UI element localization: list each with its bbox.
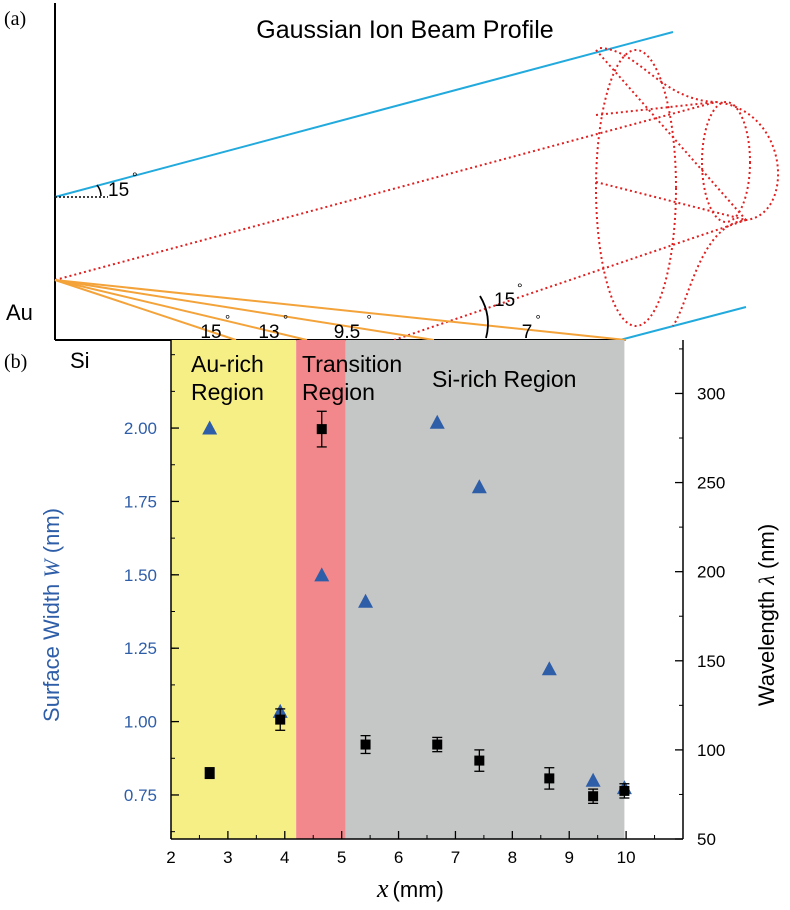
beam-lower-edge (619, 306, 747, 341)
incidence-angle-label: 7 (522, 322, 533, 343)
incidence-angle-degree: ° (225, 312, 230, 327)
region-label: Si-rich Region (432, 366, 576, 392)
region-label: Region (191, 379, 264, 405)
x-tick-label: 4 (280, 848, 289, 867)
region-band (171, 340, 297, 839)
panel-a-title: Gaussian Ion Beam Profile (256, 16, 553, 44)
angle-label-mid-degree: ° (517, 280, 523, 296)
x-tick-label: 10 (617, 848, 636, 867)
region-backgrounds (171, 340, 625, 839)
beam-cross-section-ellipse (595, 49, 677, 327)
y-axis-left-prefix: Surface Width (39, 578, 64, 722)
y-axis-right-title: Wavelength λ (nm) (754, 524, 779, 706)
x-tick-label: 9 (564, 848, 573, 867)
wavelength-point (204, 768, 215, 779)
surface-width-point (202, 420, 218, 435)
ray-9-5 (54, 279, 435, 341)
region-band (296, 340, 346, 839)
region-band (345, 340, 625, 839)
surface-width-point (358, 593, 374, 608)
x-axis-variable: x (376, 874, 389, 903)
x-axis-unit: (mm) (393, 877, 444, 902)
y-left-tick-label: 1.00 (124, 713, 157, 732)
surface-width-point (585, 772, 601, 787)
incidence-angle-label: 15 (200, 322, 221, 343)
material-label-au: Au (6, 300, 33, 325)
material-label-si: Si (70, 348, 90, 373)
x-axis-title: x (mm) (376, 874, 444, 903)
incidence-angle-label: 13 (258, 322, 279, 343)
region-label: Transition (302, 351, 402, 377)
angle-arc-top (96, 184, 102, 197)
y-axis-right-unit: (nm) (754, 524, 779, 575)
wavelength-point (619, 785, 630, 796)
wavelength-point (432, 739, 443, 750)
angle-label-mid: 15 (494, 290, 515, 311)
y-axis-left-title: Surface Width W (nm) (39, 508, 64, 722)
incidence-angle-degree: ° (536, 312, 541, 327)
beam-lower-dotted (393, 219, 747, 341)
y-axis-right-prefix: Wavelength (754, 585, 779, 706)
y-left-tick-label: 1.25 (124, 639, 157, 658)
chart-marks (202, 410, 632, 805)
region-label: Au-rich (191, 351, 264, 377)
wavelength-point (316, 424, 327, 435)
wavelength-point (474, 755, 485, 766)
y-left-tick-label: 1.50 (124, 566, 157, 585)
x-tick-label: 8 (508, 848, 517, 867)
x-tick-label: 3 (223, 848, 232, 867)
incidence-angle-degree: ° (283, 312, 288, 327)
y-axis-left-variable: W (39, 558, 64, 578)
y-right-tick-label: 100 (697, 741, 725, 760)
x-tick-label: 5 (337, 848, 346, 867)
panel-a: (a) Gaussian Ion Beam Profile 15 ° 15 ° … (4, 3, 780, 373)
y-axis-right-variable: λ (754, 575, 779, 586)
gaussian-profile-curve (599, 47, 780, 327)
beam-cross-dotted-1 (595, 49, 747, 221)
y-right-tick-label: 50 (697, 830, 716, 849)
y-right-tick-label: 250 (697, 474, 725, 493)
y-right-tick-label: 150 (697, 652, 725, 671)
panel-a-tag: (a) (4, 8, 26, 30)
beam-cross-dotted-2 (595, 101, 717, 116)
x-tick-label: 2 (166, 848, 175, 867)
incidence-angle-label: 9.5 (334, 322, 360, 343)
surface-width-point (541, 661, 557, 676)
y-right-tick-label: 200 (697, 563, 725, 582)
angle-label-top: 15 (108, 180, 129, 201)
angle-arc-mid (479, 295, 489, 339)
y-left-tick-label: 1.75 (124, 492, 157, 511)
angle-label-top-degree: ° (132, 169, 138, 185)
x-tick-label: 6 (394, 848, 403, 867)
ray-13 (54, 279, 308, 341)
chart-axes: 2 3 4 5 6 7 8 9 10 0.75 1.00 1.25 1.50 1.75 2.00 50 100 1… (124, 340, 725, 867)
y-axis-left-unit: (nm) (39, 508, 64, 559)
beam-axis-dotted (54, 101, 717, 281)
beam-cross-dotted-3 (595, 181, 747, 221)
panel-b-tag: (b) (4, 351, 27, 373)
wavelength-point (544, 773, 555, 784)
wavelength-point (588, 791, 599, 802)
ray-15 (54, 279, 237, 341)
region-label: Region (302, 379, 375, 405)
beam-inner-ellipse (701, 101, 751, 223)
y-left-tick-label: 0.75 (124, 786, 157, 805)
surface-width-point (429, 414, 445, 429)
incidence-angle-labels: 15°13°9.5°7° (200, 312, 540, 343)
ray-7 (54, 279, 627, 341)
surface-width-point (314, 567, 330, 582)
wavelength-point (360, 739, 371, 750)
beam-upper-edge (54, 31, 674, 198)
y-left-tick-label: 2.00 (124, 419, 157, 438)
incidence-angle-degree: ° (367, 312, 372, 327)
surface-width-point (471, 479, 487, 494)
y-right-tick-label: 300 (697, 384, 725, 403)
wavelength-point (275, 714, 286, 725)
x-tick-label: 7 (451, 848, 460, 867)
